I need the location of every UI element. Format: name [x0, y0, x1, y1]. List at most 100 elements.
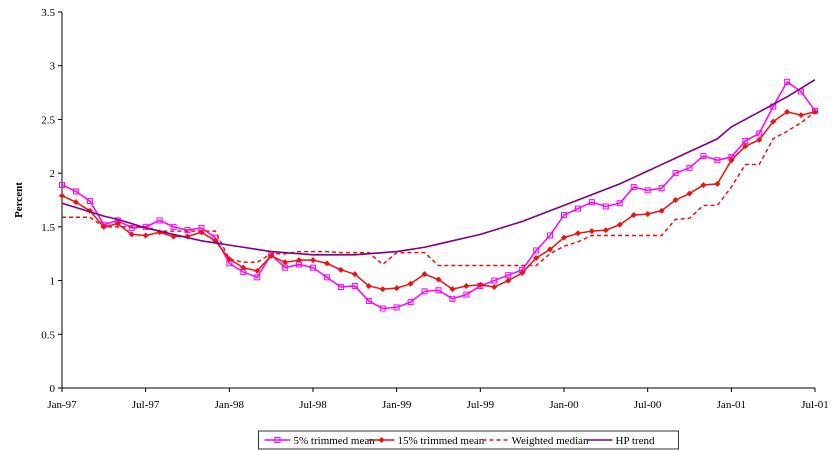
- marker: [128, 224, 135, 231]
- marker: [463, 282, 470, 289]
- marker: [421, 288, 428, 295]
- marker: [59, 192, 65, 199]
- marker: [323, 260, 330, 267]
- marker: [784, 108, 791, 115]
- x-tick-label: Jul-99: [467, 399, 495, 411]
- marker: [561, 234, 567, 241]
- legend-marker: [378, 437, 385, 443]
- marker: [393, 304, 400, 311]
- marker: [170, 223, 177, 230]
- marker: [672, 170, 679, 177]
- x-tick-label: Jan-00: [549, 399, 579, 411]
- marker: [588, 228, 595, 235]
- marker: [337, 266, 344, 273]
- marker: [588, 199, 595, 206]
- x-tick-label: Jan-01: [717, 399, 746, 411]
- marker: [714, 180, 721, 187]
- y-tick-label: 0.5: [41, 329, 55, 341]
- marker: [337, 284, 344, 291]
- x-tick-label: Jul-98: [299, 399, 327, 411]
- marker: [128, 231, 135, 238]
- marker: [463, 291, 470, 298]
- marker: [672, 197, 679, 203]
- series: [59, 108, 818, 293]
- series-line: [62, 111, 816, 267]
- marker: [449, 286, 456, 293]
- y-tick-label: 0: [50, 383, 56, 395]
- marker: [379, 286, 386, 293]
- series: [61, 78, 816, 256]
- marker: [658, 207, 665, 214]
- marker: [686, 190, 693, 197]
- marker: [449, 295, 456, 302]
- marker: [700, 152, 707, 159]
- legend-label: Weighted median: [512, 435, 590, 447]
- marker: [602, 203, 609, 210]
- marker: [784, 78, 791, 85]
- marker: [407, 299, 414, 306]
- marker: [86, 198, 93, 205]
- marker: [323, 274, 330, 281]
- marker: [616, 221, 623, 228]
- marker: [714, 157, 721, 164]
- legend-marker: [274, 437, 281, 443]
- marker: [254, 274, 261, 281]
- marker: [519, 270, 526, 277]
- marker: [742, 143, 749, 150]
- x-tick-label: Jan-97: [47, 399, 77, 411]
- marker: [296, 257, 303, 264]
- series-line: [61, 78, 816, 256]
- y-tick-label: 2: [50, 168, 56, 180]
- marker: [630, 184, 637, 191]
- marker: [756, 130, 763, 137]
- marker: [644, 187, 651, 194]
- marker: [421, 271, 428, 278]
- marker: [505, 277, 512, 284]
- marker: [240, 264, 247, 271]
- marker: [630, 212, 637, 219]
- marker: [602, 227, 609, 234]
- marker: [59, 181, 65, 188]
- marker: [574, 230, 581, 237]
- marker: [365, 297, 372, 304]
- marker: [700, 181, 707, 188]
- marker: [435, 287, 442, 294]
- marker: [491, 277, 498, 284]
- marker: [644, 210, 651, 217]
- marker: [533, 247, 540, 254]
- marker: [756, 136, 763, 143]
- y-tick-label: 1.5: [41, 222, 55, 234]
- y-tick-label: 3.5: [41, 7, 55, 19]
- legend-box: [258, 430, 679, 450]
- marker: [114, 220, 121, 227]
- y-tick-label: 2.5: [41, 114, 55, 126]
- marker: [72, 199, 79, 206]
- marker: [561, 212, 567, 219]
- y-axis-label: Percent: [13, 182, 25, 218]
- marker: [310, 264, 316, 271]
- marker: [226, 256, 233, 263]
- x-tick-label: Jul-00: [634, 399, 662, 411]
- series-line: [61, 111, 816, 290]
- marker: [351, 271, 358, 278]
- marker: [574, 205, 581, 212]
- marker: [728, 157, 735, 164]
- marker: [533, 255, 540, 262]
- series: [59, 78, 818, 312]
- marker: [365, 282, 372, 289]
- y-tick-label: 1: [50, 276, 56, 288]
- marker: [658, 185, 665, 192]
- marker: [770, 118, 777, 125]
- marker: [72, 188, 79, 195]
- marker: [310, 257, 316, 264]
- marker: [547, 246, 554, 253]
- x-tick-label: Jul-97: [132, 399, 160, 411]
- legend-label: 5% trimmed mean: [294, 435, 376, 447]
- series: [62, 111, 816, 267]
- y-tick-label: 3: [50, 61, 56, 73]
- marker: [282, 259, 289, 266]
- x-tick-label: Jul-01: [801, 399, 829, 411]
- marker: [351, 282, 358, 289]
- marker: [491, 284, 498, 291]
